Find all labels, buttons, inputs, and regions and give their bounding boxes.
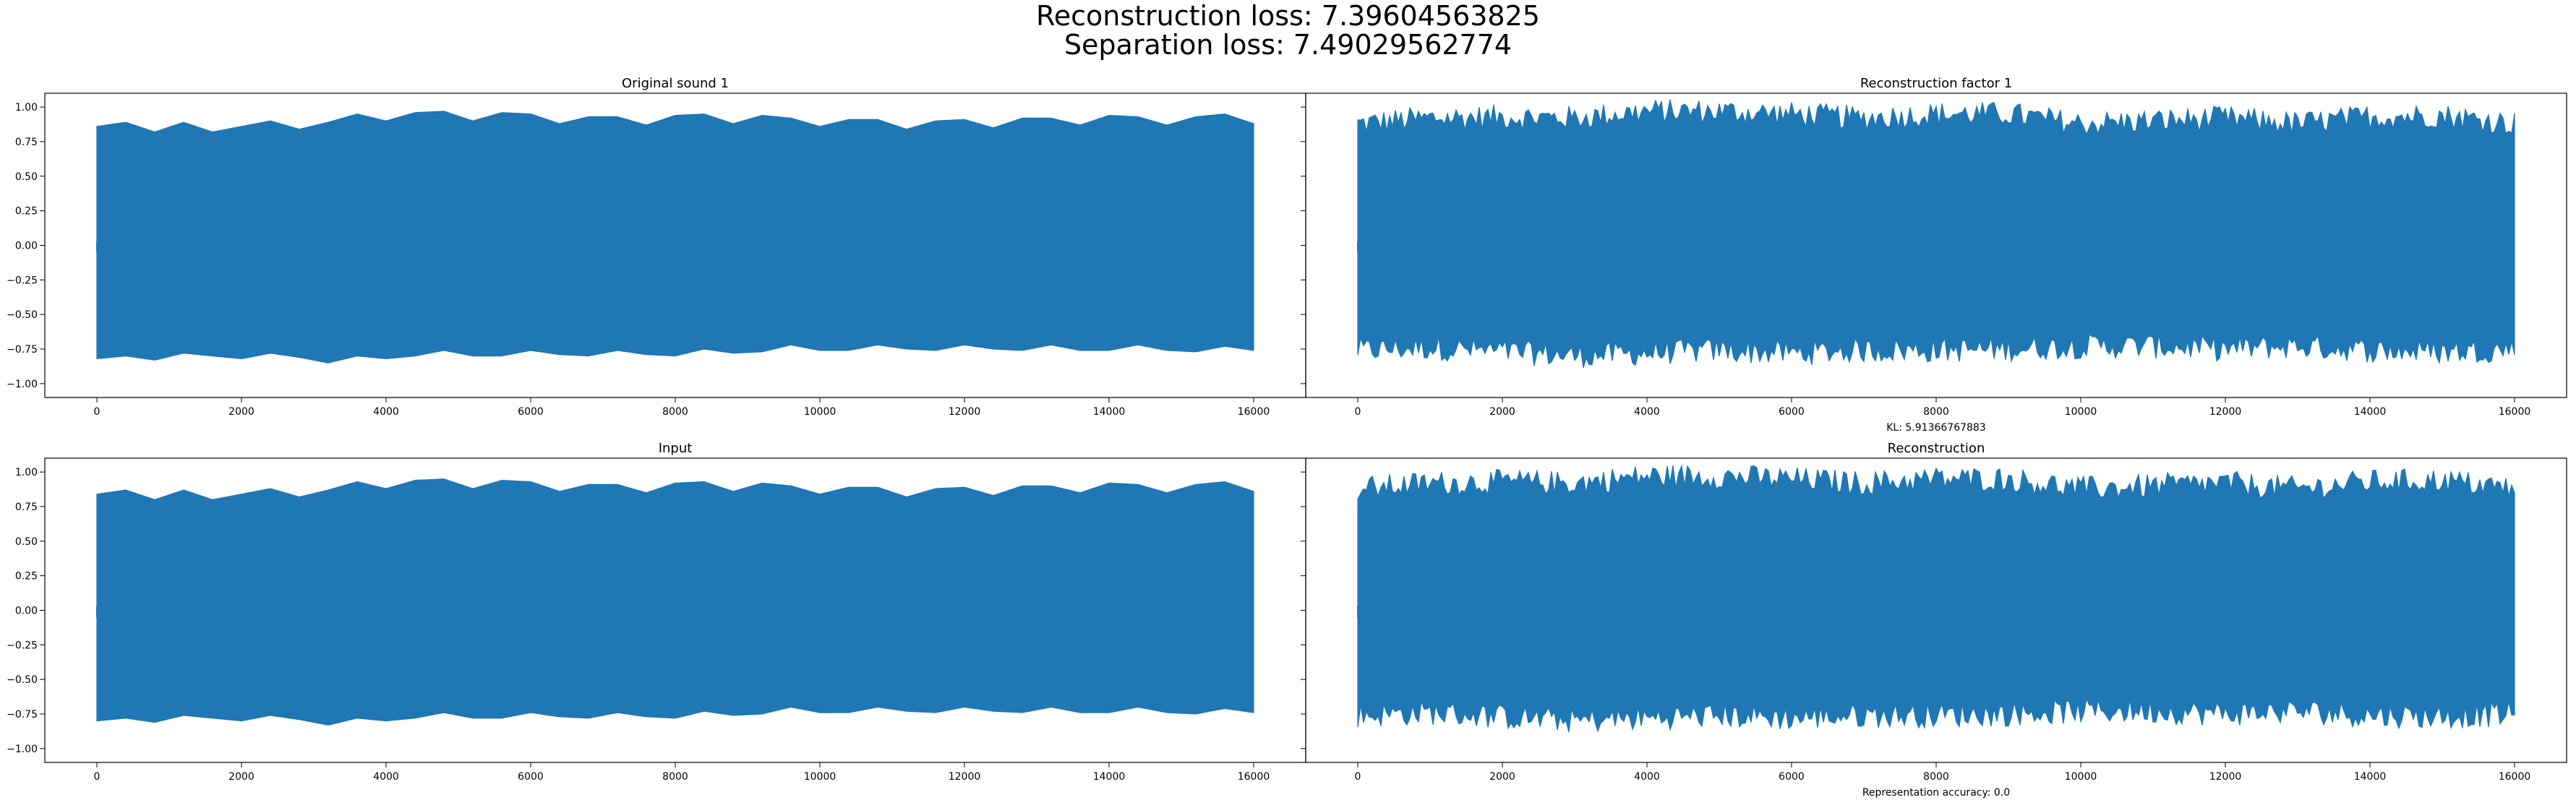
y-tick-label-0-25: 0.25 (15, 206, 38, 218)
x-tick-label-16000: 16000 (2499, 771, 2531, 783)
x-tick-label-8000: 8000 (1923, 406, 1949, 418)
y-tick-label-1-00: −1.00 (7, 379, 38, 390)
x-tick-label-6000: 6000 (518, 771, 544, 783)
x-tick-label-10000: 10000 (2065, 771, 2097, 783)
x-tick-label-2000: 2000 (1489, 771, 1515, 783)
subplot-reconstruction: Reconstruction 0 2000 4000 6000 8000 10000 1200… (1301, 441, 2567, 799)
subplot-title: Original sound 1 (622, 76, 729, 91)
x-tick-label-16000: 16000 (2499, 406, 2531, 418)
x-tick-label-12000: 12000 (949, 406, 981, 418)
y-tick-label-0-50: 0.50 (15, 171, 38, 183)
subplot-title: Reconstruction factor 1 (1860, 76, 2012, 91)
x-tick-label-8000: 8000 (1923, 771, 1949, 783)
x-tick-label-0: 0 (94, 406, 100, 418)
y-tick-label-0-75: 0.75 (15, 137, 38, 148)
y-tick-label-1-00: 1.00 (15, 467, 38, 478)
x-tick-label-6000: 6000 (1779, 771, 1805, 783)
x-tick-label-14000: 14000 (1093, 406, 1126, 418)
series-line (96, 111, 1254, 364)
x-tick-label-6000: 6000 (518, 406, 544, 418)
x-tick-label-16000: 16000 (1238, 771, 1270, 783)
y-tick-label-0-50: 0.50 (15, 536, 38, 548)
y-tick-label-1-00: −1.00 (7, 744, 38, 755)
x-tick-label-0: 0 (1355, 771, 1361, 783)
series-line (1357, 99, 2515, 369)
y-tick-label-0-50: −0.50 (7, 674, 38, 686)
x-tick-label-2000: 2000 (1489, 406, 1515, 418)
y-tick-label-0-25: 0.25 (15, 571, 38, 582)
x-tick-label-4000: 4000 (1634, 771, 1660, 783)
y-tick-label-1-00: 1.00 (15, 102, 38, 113)
x-tick-label-12000: 12000 (949, 771, 981, 783)
x-tick-label-10000: 10000 (804, 406, 836, 418)
x-tick-label-2000: 2000 (228, 771, 254, 783)
y-tick-label-0-25: −0.25 (7, 640, 38, 651)
x-tick-label-14000: 14000 (2354, 771, 2387, 783)
subplot-caption: Representation accuracy: 0.0 (1862, 787, 2010, 799)
series-line (1357, 464, 2515, 733)
y-tick-label-0-00: 0.00 (15, 606, 38, 617)
x-tick-label-10000: 10000 (804, 771, 836, 783)
x-tick-label-0: 0 (1355, 406, 1361, 418)
x-tick-label-12000: 12000 (2209, 771, 2242, 783)
y-tick-label-0-75: −0.75 (7, 709, 38, 721)
figure-suptitle-line-1: Reconstruction loss: 7.39604563825 (1036, 0, 1540, 32)
subplot-caption: KL: 5.91366767883 (1886, 422, 1985, 434)
x-tick-label-14000: 14000 (1093, 771, 1126, 783)
x-tick-label-4000: 4000 (373, 406, 399, 418)
y-tick-label-0-75: 0.75 (15, 502, 38, 513)
x-tick-label-4000: 4000 (1634, 406, 1660, 418)
x-tick-label-6000: 6000 (1779, 406, 1805, 418)
x-tick-label-4000: 4000 (373, 771, 399, 783)
x-tick-label-0: 0 (94, 771, 100, 783)
y-tick-label-0-25: −0.25 (7, 275, 38, 286)
x-tick-label-8000: 8000 (662, 406, 688, 418)
subplot-original-sound-1: Original sound 1 0 2000 4000 6000 8000 10000 12… (7, 76, 1306, 418)
subplot-title: Reconstruction (1888, 441, 1985, 456)
subplot-title: Input (659, 441, 693, 456)
figure-suptitle-line-2: Separation loss: 7.49029562774 (1064, 29, 1512, 61)
y-tick-label-0-75: −0.75 (7, 344, 38, 356)
x-tick-label-10000: 10000 (2065, 406, 2097, 418)
x-tick-label-14000: 14000 (2354, 406, 2387, 418)
x-tick-label-2000: 2000 (228, 406, 254, 418)
subplot-reconstruction-factor-1: Reconstruction factor 1 0 2000 4000 6000 8000… (1301, 76, 2567, 434)
x-tick-label-12000: 12000 (2209, 406, 2242, 418)
y-tick-label-0-00: 0.00 (15, 241, 38, 252)
series-line (96, 478, 1254, 726)
subplot-input: Input 0 2000 4000 6000 8000 10000 12000 14000 160… (7, 441, 1306, 783)
y-tick-label-0-50: −0.50 (7, 309, 38, 321)
x-tick-label-8000: 8000 (662, 771, 688, 783)
x-tick-label-16000: 16000 (1238, 406, 1270, 418)
